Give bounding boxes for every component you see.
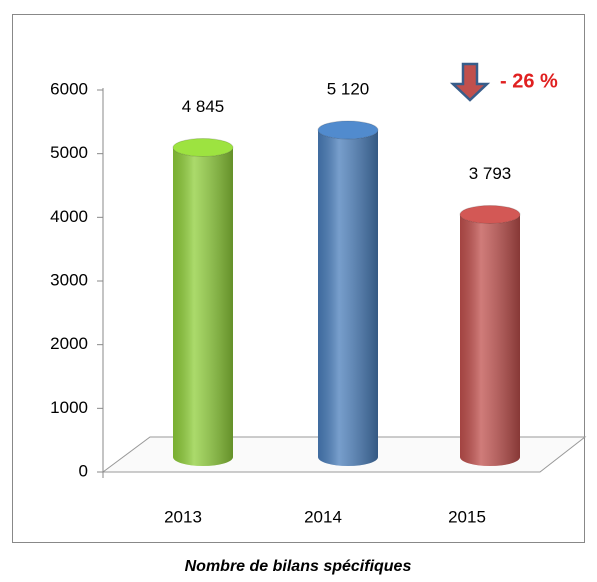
trend-arrow: [449, 62, 491, 102]
value-label: 4 845: [182, 97, 225, 116]
x-tick-label: 2015: [448, 507, 486, 526]
bar-top: [459, 205, 521, 225]
y-tick-label: 6000: [50, 79, 88, 98]
bar-top: [172, 138, 234, 158]
y-tick-label: 3000: [50, 270, 88, 289]
y-tick-label: 4000: [50, 207, 88, 226]
annotation: - 26 %: [500, 70, 558, 92]
bar-top: [317, 120, 379, 140]
y-tick-label: 5000: [50, 143, 88, 162]
x-tick-label: 2013: [164, 507, 202, 526]
y-tick-label: 0: [79, 461, 88, 480]
y-tick-label: 2000: [50, 334, 88, 353]
bar-shade: [318, 130, 378, 466]
y-tick-label: 1000: [50, 398, 88, 417]
x-tick-label: 2014: [304, 507, 342, 526]
bar-shade: [460, 214, 520, 466]
value-label: 3 793: [469, 164, 512, 183]
value-label: 5 120: [327, 80, 370, 99]
bar-shade: [173, 147, 233, 466]
caption: Nombre de bilans spécifiques: [185, 558, 412, 575]
